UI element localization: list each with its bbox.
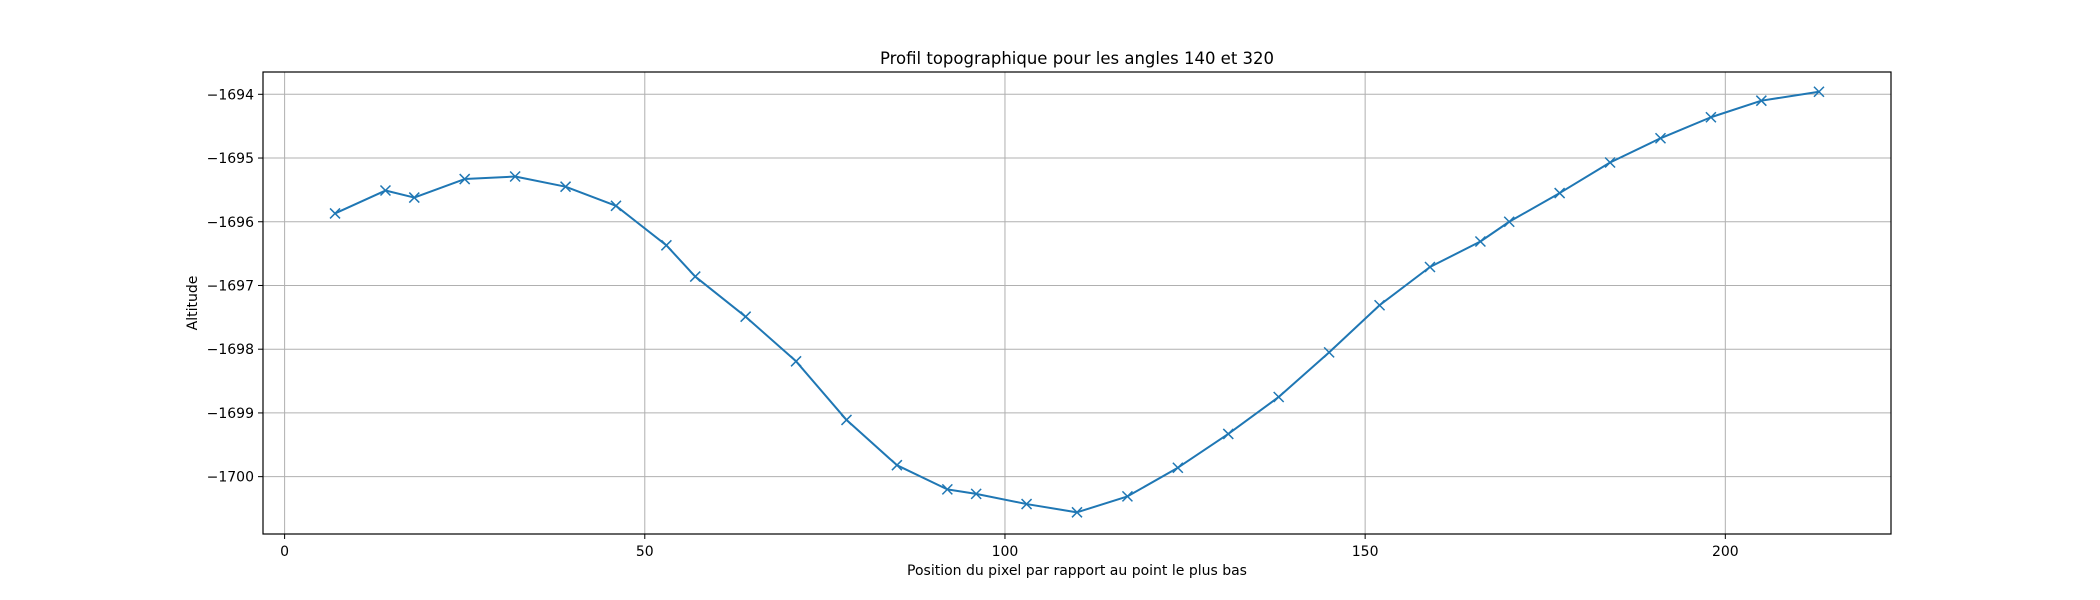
x-tick-label: 200 [1712,544,1739,560]
data-point-marker [1604,156,1616,169]
y-tick-label: −1694 [207,87,254,103]
data-point-marker [1222,428,1234,440]
data-point-marker [1503,216,1515,228]
data-point-marker [1071,506,1083,518]
grid [263,72,1891,534]
y-tick-label: −1695 [207,151,254,167]
data-series [329,86,1825,518]
plot-area-frame [262,71,1892,535]
data-point-marker [1705,111,1717,123]
y-tick-label: −1699 [207,406,254,422]
data-point-marker [1424,261,1436,273]
data-point-marker [379,184,391,197]
x-tick-label: 50 [636,544,654,560]
data-point-marker [1813,86,1825,98]
data-point-marker [1755,95,1767,107]
data-point-marker [740,311,752,323]
data-point-marker [1554,187,1566,199]
y-tick-label: −1698 [207,342,254,358]
data-point-marker [790,355,802,367]
data-point-marker [1323,346,1335,358]
x-tick-label: 100 [992,544,1019,560]
data-point-marker [1374,299,1386,311]
x-tick-label: 0 [280,544,289,560]
x-tick-label: 150 [1352,544,1379,560]
y-tick-label: −1696 [207,215,254,231]
data-point-marker [1021,498,1033,510]
data-point-marker [408,192,420,204]
data-point-marker [1121,490,1133,502]
data-point-marker [970,488,982,500]
axis-ticks: 0 50 100 150 200 −1694 −1695 −1696 −1697 −1698 −16… [207,87,1739,560]
data-point-marker [891,459,903,471]
data-point-marker [459,173,471,185]
data-point-marker [610,200,622,212]
data-point-marker [689,271,701,283]
data-point-marker [560,181,572,193]
y-tick-label: −1697 [207,278,254,294]
data-point-marker [509,170,521,183]
x-axis-title: Position du pixel par rapport au point l… [907,563,1247,579]
data-point-marker [840,414,853,426]
data-point-marker [1654,132,1667,144]
data-point-marker [1273,391,1285,403]
data-point-marker [1172,462,1184,474]
y-axis-title: Altitude [185,276,201,331]
data-point-marker [660,239,672,251]
chart-title: Profil topographique pour les angles 140… [880,49,1274,68]
data-point-marker [941,483,953,495]
y-tick-label: −1700 [207,470,254,486]
data-point-marker [329,207,341,219]
series-line [334,90,1820,514]
data-point-marker [1474,235,1486,248]
